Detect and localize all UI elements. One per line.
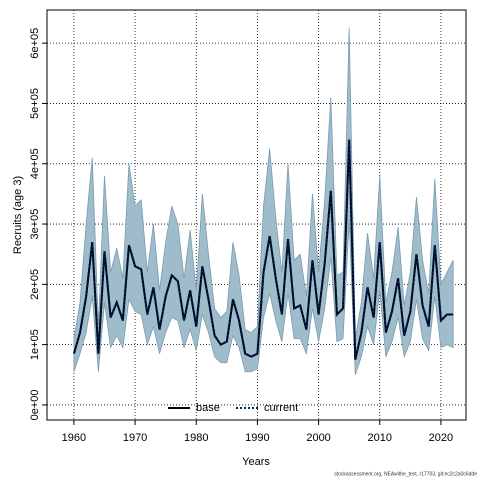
y-tick-label: 4e+05 [29,148,41,179]
x-tick-label: 1970 [123,432,147,444]
x-tick-label: 2020 [429,432,453,444]
legend-label: base [196,402,220,414]
x-tick-label: 1960 [62,432,86,444]
y-axis-label: Recruits (age 3) [12,176,24,254]
y-tick-label: 1e+05 [29,329,41,360]
series-line [72,139,454,360]
x-tick-label: 2010 [368,432,392,444]
x-tick-label: 2000 [306,432,330,444]
plot-frame [46,9,467,421]
legend-label: current [264,402,298,414]
y-tick-label: 5e+05 [29,88,41,119]
y-tick-label: 0e+00 [29,389,41,420]
x-tick-label: 1990 [245,432,269,444]
x-axis-label: Years [242,456,270,468]
y-tick-label: 3e+05 [29,209,41,240]
footer: stockassessment.org, NEAwithe_test, r177… [334,471,477,477]
confidence-band [73,28,454,375]
y-tick-label: 2e+05 [29,269,41,300]
x-tick-label: 1980 [184,432,208,444]
y-tick-label: 6e+05 [29,28,41,59]
